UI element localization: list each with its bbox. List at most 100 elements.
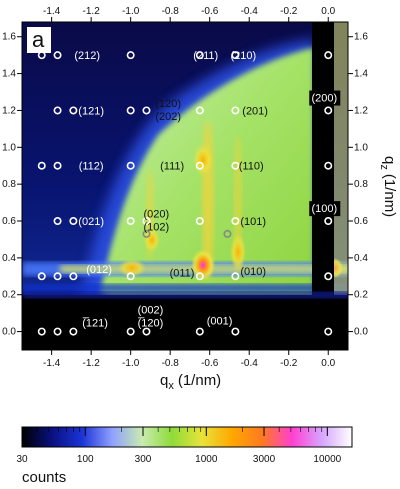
ring-marker xyxy=(37,272,46,281)
ring-marker xyxy=(142,327,151,336)
y-axis-label-main: q xyxy=(381,156,398,164)
y-tick-label: 1.6 xyxy=(2,32,16,43)
ring-marker xyxy=(69,106,78,115)
x-tick-label-top: -0.2 xyxy=(280,6,298,17)
peak-label: (012) xyxy=(86,264,112,276)
shadow-region xyxy=(22,295,348,350)
colorbar-ticks: 30 100 300 1000 3000 10000 xyxy=(16,427,342,465)
ring-marker xyxy=(126,161,135,170)
colorbar-tick-label: 1000 xyxy=(195,454,218,465)
peak-label: (111) xyxy=(160,161,184,173)
ring-marker xyxy=(126,106,135,115)
ring-marker xyxy=(324,161,333,170)
gray-markers xyxy=(142,229,232,238)
ring-marker xyxy=(195,217,204,226)
y-tick-label: 1.2 xyxy=(2,105,16,116)
ring-marker xyxy=(324,217,333,226)
peak-label: (210) xyxy=(230,50,256,62)
peak-label: (̅120) xyxy=(137,317,163,329)
x-tick-label: 0.0 xyxy=(321,358,335,369)
ring-marker xyxy=(195,327,204,336)
ring-marker xyxy=(126,217,135,226)
ring-marker xyxy=(126,272,135,281)
x-tick-label-top: -0.6 xyxy=(201,6,219,17)
y-axis-label: qz (1/nm) xyxy=(378,156,398,217)
x-axis-label-main: q xyxy=(160,372,168,389)
peak-label: (010) xyxy=(240,266,266,278)
hotspot-101 xyxy=(230,234,246,270)
shadow-edge xyxy=(22,292,348,298)
colorbar-tick-label: 300 xyxy=(135,454,152,465)
peak-label: (212) xyxy=(74,50,100,62)
peak-label: (002) xyxy=(138,304,164,316)
x-axis-ticks: -1.4 -1.4 -1.2 -1.2 -1.0 -1.0 -0.8 -0.8 -0.6 -0.6… xyxy=(43,6,336,369)
ring-marker xyxy=(69,217,78,226)
ring-marker xyxy=(195,51,204,60)
ring-marker xyxy=(231,217,240,226)
x-tick-label: -1.4 xyxy=(43,358,61,369)
y-tick-label-right: 1.0 xyxy=(354,142,368,153)
y-tick-label-right: 1.4 xyxy=(354,69,368,80)
heatmap-image xyxy=(22,22,348,350)
colorbar xyxy=(21,426,353,448)
peak-label: (102) xyxy=(144,222,170,234)
ring-marker xyxy=(195,272,204,281)
colorbar-tick-label: 3000 xyxy=(253,454,276,465)
colorbar-tick-label: 100 xyxy=(77,454,94,465)
ring-marker xyxy=(324,106,333,115)
peak-label: (001) xyxy=(207,316,233,328)
peak-label: (101) xyxy=(240,216,266,228)
ring-marker xyxy=(126,51,135,60)
ring-marker xyxy=(324,51,333,60)
y-tick-label: 1.4 xyxy=(2,69,16,80)
ring-marker xyxy=(37,327,46,336)
y-tick-label-right: 0.6 xyxy=(354,216,368,227)
ring-marker xyxy=(69,272,78,281)
ring-marker xyxy=(324,272,333,281)
x-tick-label: -1.2 xyxy=(83,358,101,369)
ring-marker xyxy=(37,161,46,170)
ring-marker xyxy=(126,327,135,336)
x-tick-label-top: 0.0 xyxy=(321,6,335,17)
ring-marker xyxy=(142,106,151,115)
y-axis-label-unit: (1/nm) xyxy=(381,174,398,217)
ring-marker xyxy=(231,327,240,336)
ring-marker xyxy=(231,272,240,281)
y-tick-label: 1.0 xyxy=(2,142,16,153)
hotspot-020 xyxy=(144,228,160,252)
ring-marker xyxy=(53,217,62,226)
y-tick-label: 0.0 xyxy=(2,327,16,338)
peak-label: (020) xyxy=(144,209,170,221)
colorbar-label: counts xyxy=(22,469,66,486)
y-tick-label: 0.8 xyxy=(2,179,16,190)
peak-label: (211) xyxy=(193,50,218,62)
x-tick-label-top: -0.4 xyxy=(241,6,259,17)
x-tick-label: -1.0 xyxy=(122,358,140,369)
peak-label: (̅121) xyxy=(82,317,108,329)
ring-marker xyxy=(142,217,151,226)
ring-marker xyxy=(231,161,240,170)
gray-marker xyxy=(223,229,232,238)
ring-marker xyxy=(53,106,62,115)
peak-label: (121) xyxy=(78,105,104,117)
ring-marker xyxy=(69,327,78,336)
plot-frame xyxy=(21,21,349,351)
peak-label: (100) xyxy=(311,203,337,215)
x-tick-label-top: -1.2 xyxy=(83,6,101,17)
peak-label: (021) xyxy=(78,216,104,228)
hotspot-012 xyxy=(118,259,146,277)
y-axis-ticks: 0.0 0.0 0.2 0.2 0.4 0.4 0.6 0.6 0.8 0.8 1.0 1.0 1.2 1… xyxy=(2,32,368,338)
ring-marker xyxy=(231,51,240,60)
ring-markers xyxy=(37,51,333,336)
y-tick-label-right: 0.0 xyxy=(354,327,368,338)
peak-label: (202) xyxy=(155,111,181,123)
y-axis-label-subscript: z xyxy=(378,164,390,170)
x-axis-label-subscript: x xyxy=(168,380,174,392)
y-tick-label-right: 0.8 xyxy=(354,179,368,190)
peak-label: (110) xyxy=(239,161,264,173)
ring-marker xyxy=(324,327,333,336)
ring-marker xyxy=(53,327,62,336)
y-tick-label-right: 0.4 xyxy=(354,253,368,264)
colorbar-tick-label: 10000 xyxy=(313,454,341,465)
